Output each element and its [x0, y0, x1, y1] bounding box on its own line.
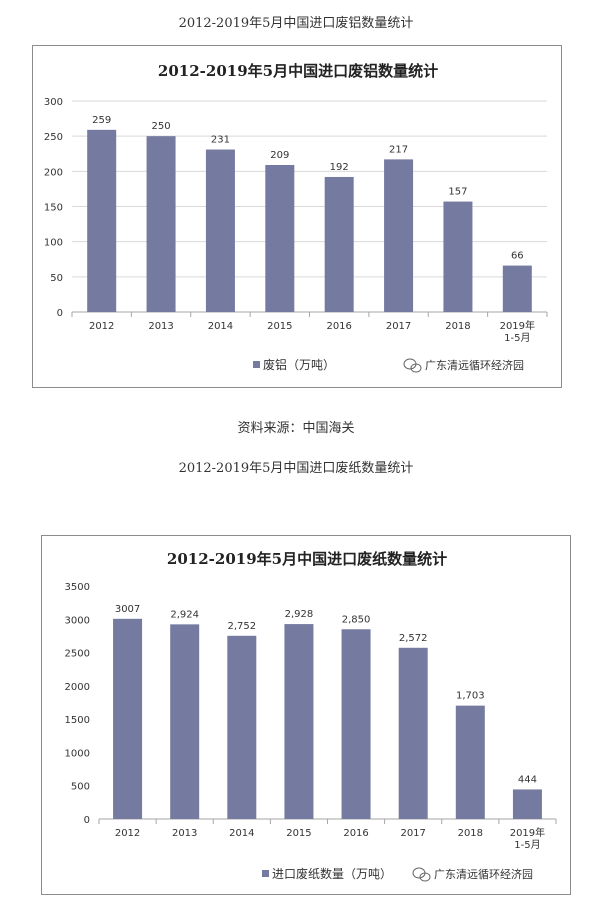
data-label: 192: [330, 162, 349, 173]
wechat-icon: [403, 358, 422, 373]
data-label: 259: [92, 115, 111, 126]
x-tick-label: 2013: [172, 828, 197, 839]
chart-title: 2012-2019年5月中国进口废铝数量统计: [158, 62, 438, 80]
data-label: 2,572: [399, 633, 428, 644]
data-label: 2,924: [170, 609, 199, 620]
source-note: 资料来源：中国海关: [237, 421, 355, 436]
brand-watermark: 广东清远循环经济园: [434, 867, 533, 881]
x-tick-label: 2018: [445, 321, 470, 332]
bar: [205, 149, 235, 312]
data-label: 2,928: [285, 609, 314, 620]
y-tick-label: 2000: [65, 682, 90, 693]
bar: [324, 176, 354, 312]
y-tick-label: 1000: [65, 748, 90, 759]
data-label: 1,703: [456, 691, 485, 702]
bar: [398, 647, 428, 819]
x-tick-label: 2017: [400, 828, 425, 839]
x-tick-label: 2017: [386, 321, 411, 332]
data-label: 2,850: [342, 614, 371, 625]
bar: [443, 201, 473, 312]
x-tick-label: 2019年 1-5月: [500, 319, 535, 344]
data-label: 2,752: [227, 621, 256, 632]
legend-swatch: [253, 361, 260, 368]
bar: [284, 624, 314, 819]
y-tick-label: 250: [44, 132, 63, 143]
x-tick-label: 2012: [89, 321, 114, 332]
x-tick-label: 2015: [267, 321, 292, 332]
x-tick-label: 2016: [343, 828, 368, 839]
caption-paper: 2012-2019年5月中国进口废纸数量统计: [178, 461, 414, 476]
bar: [455, 705, 485, 819]
y-tick-label: 150: [44, 203, 63, 214]
data-label: 250: [152, 121, 171, 132]
wechat-icon: [412, 867, 431, 882]
y-tick-label: 1500: [65, 715, 90, 726]
y-tick-label: 100: [44, 238, 63, 249]
bar: [502, 265, 532, 312]
chart-paper: 2012-2019年5月中国进口废纸数量统计 0 500 1000 1500 2000 25…: [41, 535, 571, 895]
chart-paper-svg: 2012-2019年5月中国进口废纸数量统计 0 500 1000 1500 2000 25…: [65, 550, 557, 882]
bar: [170, 624, 200, 819]
bar: [87, 129, 117, 312]
data-label: 231: [211, 135, 230, 146]
bar: [341, 629, 371, 819]
bar: [146, 136, 176, 312]
legend-label: 进口废纸数量（万吨）: [272, 866, 392, 881]
data-label: 66: [511, 251, 524, 262]
bar: [512, 789, 542, 819]
y-tick-label: 2500: [65, 649, 90, 660]
y-tick-label: 200: [44, 167, 63, 178]
y-tick-label: 500: [71, 782, 90, 793]
legend-label: 废铝（万吨）: [263, 357, 335, 372]
y-tick-label: 0: [57, 308, 63, 319]
data-label: 209: [270, 150, 289, 161]
y-tick-label: 3000: [65, 615, 90, 626]
bar: [265, 165, 295, 312]
x-tick-label: 2019年 1-5月: [510, 826, 545, 851]
data-label: 3007: [115, 604, 140, 615]
y-tick-label: 300: [44, 97, 63, 108]
chart-title: 2012-2019年5月中国进口废纸数量统计: [167, 550, 447, 568]
y-tick-label: 0: [84, 815, 90, 826]
x-tick-label: 2014: [229, 828, 254, 839]
chart-aluminum: 2012-2019年5月中国进口废铝数量统计 0 50 100 150 200 250 300…: [32, 45, 562, 388]
y-tick-label: 50: [50, 273, 63, 284]
x-tick-label: 2013: [148, 321, 173, 332]
data-label: 444: [518, 774, 537, 785]
caption-aluminum: 2012-2019年5月中国进口废铝数量统计: [178, 16, 414, 31]
brand-watermark: 广东清远循环经济园: [425, 358, 524, 372]
data-label: 217: [389, 144, 408, 155]
bar: [227, 635, 257, 819]
chart-aluminum-svg: 2012-2019年5月中国进口废铝数量统计 0 50 100 150 200 250 300…: [44, 62, 548, 373]
bar: [384, 159, 414, 312]
x-tick-label: 2012: [115, 828, 140, 839]
x-tick-label: 2018: [458, 828, 483, 839]
legend-swatch: [262, 870, 269, 877]
x-tick-label: 2014: [208, 321, 233, 332]
x-tick-label: 2016: [326, 321, 351, 332]
y-tick-label: 3500: [65, 582, 90, 593]
data-label: 157: [448, 187, 467, 198]
bar: [113, 618, 143, 819]
x-tick-label: 2015: [286, 828, 311, 839]
